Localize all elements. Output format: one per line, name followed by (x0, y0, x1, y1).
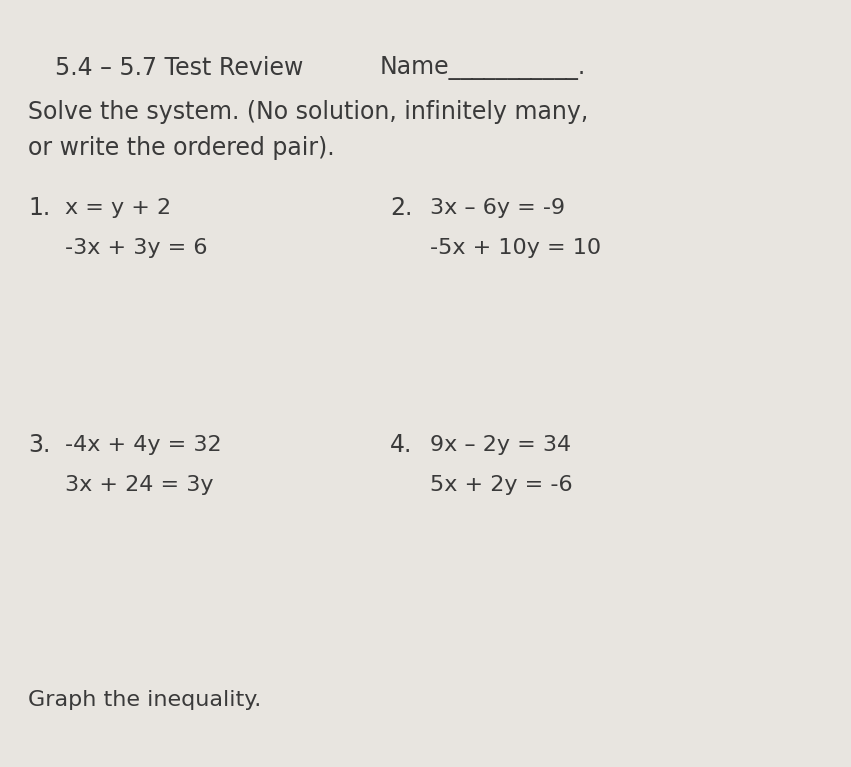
Text: 3x + 24 = 3y: 3x + 24 = 3y (65, 475, 214, 495)
Text: -5x + 10y = 10: -5x + 10y = 10 (430, 238, 601, 258)
Text: 5.4 – 5.7 Test Review: 5.4 – 5.7 Test Review (55, 56, 303, 80)
Text: -4x + 4y = 32: -4x + 4y = 32 (65, 435, 221, 455)
Text: 3x – 6y = -9: 3x – 6y = -9 (430, 198, 565, 218)
Text: 2.: 2. (390, 196, 413, 220)
Text: or write the ordered pair).: or write the ordered pair). (28, 136, 334, 160)
Text: Graph the inequality.: Graph the inequality. (28, 690, 261, 710)
Text: 3.: 3. (28, 433, 50, 457)
Text: Solve the system. (No solution, infinitely many,: Solve the system. (No solution, infinite… (28, 100, 588, 124)
Text: 9x – 2y = 34: 9x – 2y = 34 (430, 435, 571, 455)
Text: -3x + 3y = 6: -3x + 3y = 6 (65, 238, 208, 258)
Text: 1.: 1. (28, 196, 50, 220)
Text: 5x + 2y = -6: 5x + 2y = -6 (430, 475, 573, 495)
Text: Name___________.: Name___________. (380, 56, 586, 80)
Text: 4.: 4. (390, 433, 413, 457)
Text: x = y + 2: x = y + 2 (65, 198, 171, 218)
